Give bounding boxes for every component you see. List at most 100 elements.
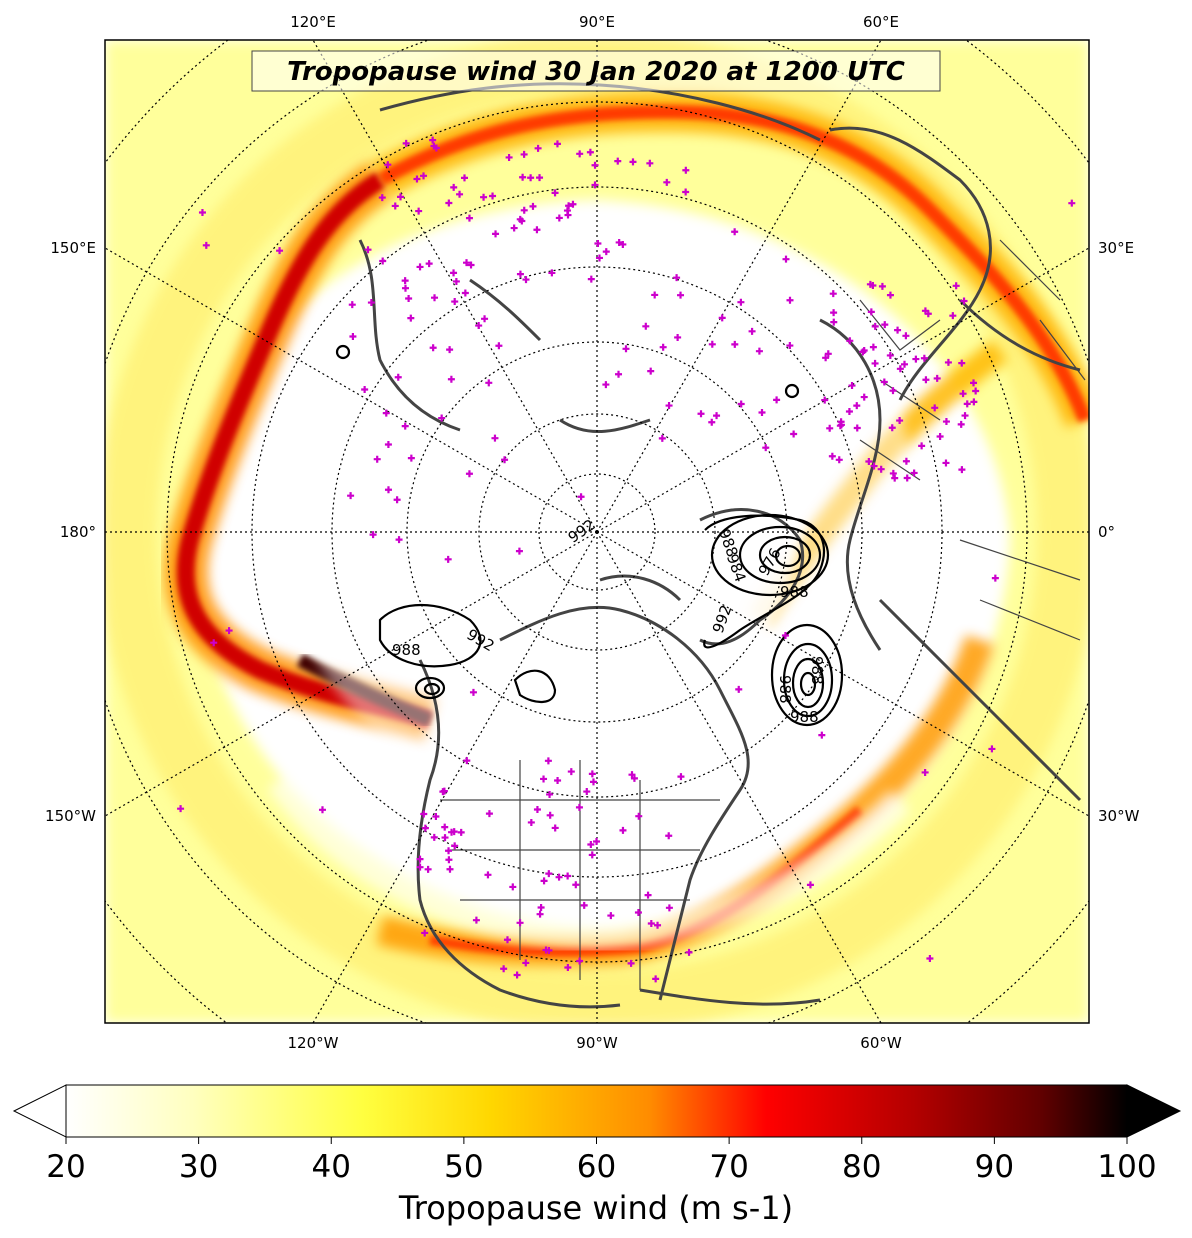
station-marker xyxy=(902,332,910,340)
station-marker xyxy=(460,174,468,182)
lon-label-bottom: 90°W xyxy=(576,1034,618,1052)
station-marker xyxy=(439,788,447,796)
station-marker xyxy=(889,469,897,477)
station-marker xyxy=(501,456,509,464)
station-marker xyxy=(554,776,562,784)
station-marker xyxy=(394,373,402,381)
station-marker xyxy=(970,379,978,387)
station-marker xyxy=(894,326,902,334)
station-marker xyxy=(602,248,610,256)
station-marker xyxy=(577,493,585,501)
contour-label: 988 xyxy=(790,708,819,726)
station-marker xyxy=(588,851,596,859)
station-marker xyxy=(416,855,424,863)
station-marker xyxy=(673,274,681,282)
station-marker xyxy=(384,440,392,448)
station-marker xyxy=(444,555,452,563)
station-marker xyxy=(441,834,449,842)
station-marker xyxy=(529,202,537,210)
station-marker xyxy=(958,359,966,367)
colorbar-extend-min xyxy=(12,1084,67,1138)
colorbar-extend-max xyxy=(1126,1084,1182,1138)
station-marker xyxy=(575,803,583,811)
station-marker xyxy=(677,773,685,781)
station-marker xyxy=(991,574,999,582)
station-marker xyxy=(924,310,932,318)
station-marker xyxy=(921,768,929,776)
station-marker xyxy=(912,355,920,363)
station-marker xyxy=(456,190,464,198)
station-marker xyxy=(920,354,928,362)
colorbar-tick-label: 60 xyxy=(577,1149,616,1185)
station-marker xyxy=(988,745,996,753)
station-marker xyxy=(489,192,497,200)
station-marker xyxy=(713,412,721,420)
station-marker xyxy=(425,260,433,268)
station-marker xyxy=(445,856,453,864)
coastlines xyxy=(358,82,1082,1009)
station-marker xyxy=(786,342,794,350)
pressure-contours xyxy=(335,344,844,727)
lon-label-top: 90°E xyxy=(579,13,615,31)
station-marker xyxy=(607,912,615,920)
station-marker xyxy=(432,812,440,820)
station-marker xyxy=(963,400,971,408)
station-marker xyxy=(589,778,597,786)
colorbar-tick-label: 30 xyxy=(179,1149,218,1185)
station-marker xyxy=(818,731,826,739)
station-marker xyxy=(634,908,642,916)
station-marker xyxy=(472,916,480,924)
station-marker xyxy=(572,881,580,889)
lon-label-left: 150°E xyxy=(50,239,96,257)
station-marker xyxy=(481,315,489,323)
station-marker xyxy=(397,193,405,201)
station-marker xyxy=(583,788,591,796)
station-marker xyxy=(463,259,471,267)
station-marker xyxy=(576,150,584,158)
station-marker xyxy=(446,346,454,354)
colorbar-tick-label: 50 xyxy=(444,1149,483,1185)
station-marker xyxy=(646,159,654,167)
station-marker xyxy=(210,639,218,647)
station-marker xyxy=(595,254,603,262)
station-marker xyxy=(837,418,845,426)
station-marker xyxy=(527,818,535,826)
station-marker xyxy=(615,370,623,378)
station-marker xyxy=(910,469,918,477)
station-marker xyxy=(848,382,856,390)
station-marker xyxy=(457,828,465,836)
station-marker xyxy=(870,462,878,470)
station-marker xyxy=(958,466,966,474)
station-marker xyxy=(431,294,439,302)
station-marker xyxy=(401,277,409,285)
station-marker xyxy=(361,385,369,393)
station-marker xyxy=(480,193,488,201)
station-marker xyxy=(647,367,655,375)
title-box: Tropopause wind 30 Jan 2020 at 1200 UTC xyxy=(251,50,941,92)
station-marker xyxy=(401,422,409,430)
station-marker xyxy=(318,806,326,814)
station-marker xyxy=(737,298,745,306)
station-marker xyxy=(658,434,666,442)
station-marker xyxy=(773,396,781,404)
station-marker xyxy=(485,810,493,818)
station-marker xyxy=(942,459,950,467)
station-marker xyxy=(615,238,623,246)
station-marker xyxy=(871,322,879,330)
lon-label-right: 30°E xyxy=(1098,239,1134,257)
station-marker xyxy=(830,309,838,317)
station-marker xyxy=(475,322,483,330)
station-marker xyxy=(441,823,449,831)
station-marker xyxy=(519,173,527,181)
station-marker xyxy=(918,442,926,450)
station-marker xyxy=(942,418,950,426)
station-marker xyxy=(564,211,572,219)
station-marker xyxy=(748,327,756,335)
station-marker xyxy=(663,178,671,186)
graticule xyxy=(105,40,1089,1023)
station-marker xyxy=(536,174,544,182)
colorbar-gradient xyxy=(66,1085,1127,1137)
station-marker xyxy=(505,153,513,161)
station-marker xyxy=(555,214,563,222)
station-marker xyxy=(685,948,693,956)
